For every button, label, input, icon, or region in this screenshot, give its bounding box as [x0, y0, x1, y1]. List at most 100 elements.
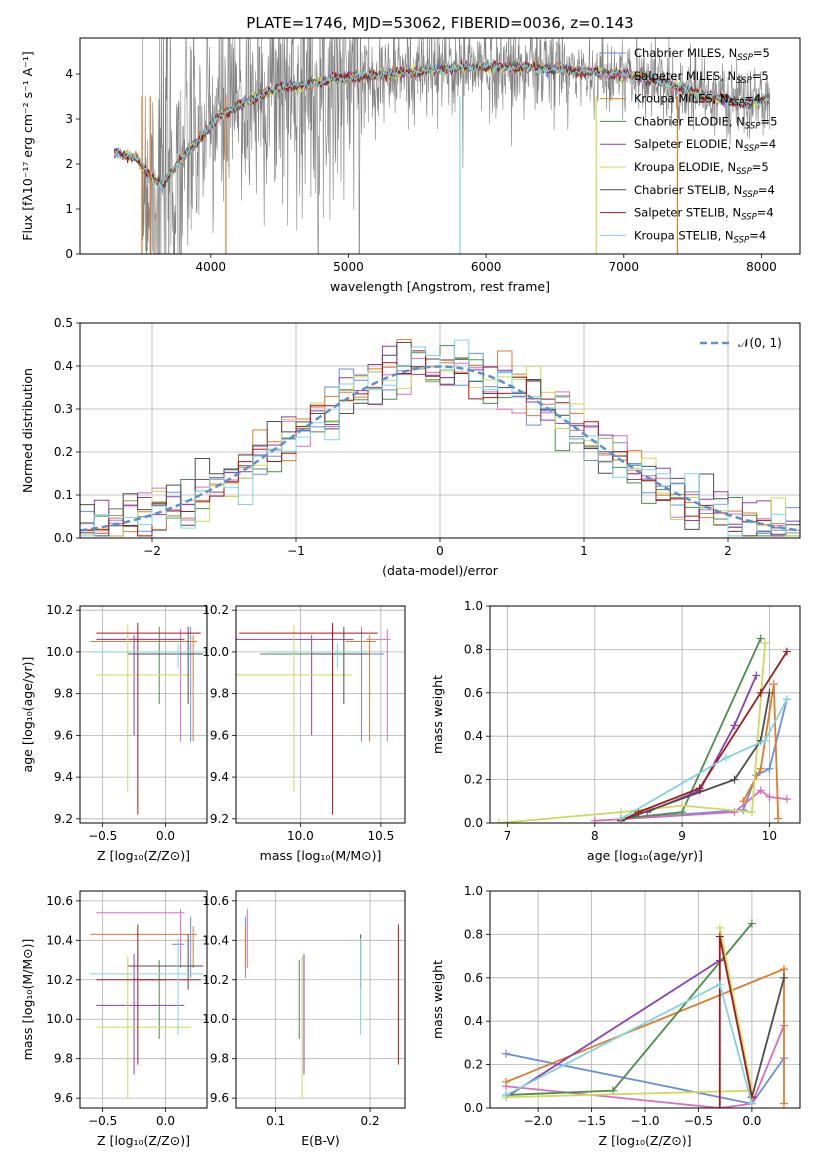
plot-area-weight-vs-age: [494, 634, 791, 823]
x-tick-label: 7: [504, 829, 512, 843]
weight-marker: [779, 965, 788, 974]
weight-marker: [747, 1099, 756, 1108]
x-tick-label: −1.5: [577, 1114, 606, 1128]
legend-nssp-value: 5: [761, 69, 768, 83]
legend-model: Chabrier ELODIE: [634, 114, 729, 128]
panel-age-vs-Z: −0.5 0.0 9.2 9.4 9.6 9.8 10.0 10.2 Z [log₁₀(Z/Z⊙…: [20, 603, 208, 863]
legend-model: Kroupa MILES: [634, 92, 713, 106]
weight-marker: [590, 816, 599, 823]
weight-marker: [730, 808, 739, 817]
weight-line: [718, 936, 753, 1108]
y-tick-label: 9.4: [210, 770, 229, 784]
weight-marker: [678, 801, 687, 810]
legend-entry: Chabrier STELIB, NSSP=4: [634, 183, 775, 200]
residual-histogram: [80, 339, 800, 537]
legend-nssp-sub: SSP: [734, 235, 750, 245]
legend-nssp-eq: =: [758, 183, 768, 197]
y-tick-label: 9.6: [54, 728, 73, 742]
x-tick-label: 9: [678, 829, 686, 843]
legend-entry: Salpeter STELIB, NSSP=4: [634, 206, 774, 223]
weight-line: [751, 977, 785, 1098]
data-spectrum: [141, 38, 770, 254]
y-tick-label: 4: [65, 67, 73, 81]
x-tick-label: 0: [436, 544, 444, 558]
model-spectrum: [113, 60, 770, 190]
x-tick-label: 0.0: [742, 1114, 761, 1128]
axes-frame: [79, 890, 208, 1109]
axes-frame: [235, 890, 406, 1109]
x-axis-label: (data-model)/error: [382, 563, 499, 578]
legend-nssp-prefix: , N: [713, 92, 729, 106]
y-axis-label: mass weight: [430, 960, 445, 1039]
panel-weight-vs-age: 7 8 9 10 0.0 0.2 0.4 0.6 0.8 1.0 age [log₁₀(age/yr…: [430, 599, 801, 863]
chart-title: PLATE=1746, MJD=53062, FIBERID=0036, z=0…: [246, 14, 633, 32]
legend-nssp-value: 4: [769, 137, 776, 151]
y-tick-label: 10.2: [46, 603, 73, 617]
axes-frame: [489, 890, 801, 1109]
x-tick-label: −0.5: [88, 1114, 117, 1128]
legend-model: Kroupa ELODIE: [634, 160, 720, 174]
y-tick-label: 0.2: [464, 773, 483, 787]
y-tick-label: 10.4: [202, 933, 229, 947]
legend-nssp-prefix: , N: [725, 206, 741, 220]
weight-marker: [739, 797, 748, 806]
legend-nssp-sub: SSP: [737, 53, 753, 63]
legend-nssp-eq: =: [760, 114, 770, 128]
x-tick-label: 8000: [746, 260, 777, 274]
x-axis-label: Z [log₁₀(Z/Z⊙)]: [97, 1133, 190, 1148]
x-axis-label: Z [log₁₀(Z/Z⊙)]: [97, 848, 190, 863]
x-axis-label: mass [log₁₀(M/M⊙)]: [260, 848, 382, 863]
x-tick-label: 7000: [609, 260, 640, 274]
legend-model: Salpeter ELODIE: [634, 137, 728, 151]
y-axis-label: Normed distribution: [20, 368, 35, 493]
y-tick-label: 0.4: [464, 1014, 483, 1028]
plot-area-age-vs-mass: [236, 622, 391, 815]
legend-nssp-sub: SSP: [742, 190, 758, 200]
weight-marker: [747, 808, 756, 817]
x-tick-label: −2.0: [524, 1114, 553, 1128]
x-tick-label: −1.0: [630, 1114, 659, 1128]
x-tick-label: 4000: [196, 260, 227, 274]
x-tick-label: −1: [287, 544, 305, 558]
weight-marker: [779, 1099, 788, 1108]
weight-marker: [747, 919, 756, 928]
y-tick-label: 10.0: [202, 645, 229, 659]
weight-marker: [779, 973, 788, 982]
y-tick-label: 9.4: [54, 770, 73, 784]
legend-nssp-prefix: , N: [720, 69, 736, 83]
legend-nssp-sub: SSP: [745, 121, 761, 131]
y-tick-label: 10.2: [202, 603, 229, 617]
y-tick-label: 1.0: [464, 884, 483, 898]
legend-model: Salpeter STELIB: [634, 206, 725, 220]
weight-marker: [756, 634, 765, 643]
weight-line: [505, 982, 753, 1104]
legend-nssp-eq: =: [752, 69, 762, 83]
x-tick-label: 0.2: [361, 1114, 380, 1128]
y-tick-label: 0.4: [54, 359, 73, 373]
weight-marker: [769, 680, 778, 689]
x-tick-label: −0.5: [88, 829, 117, 843]
weight-marker: [782, 647, 791, 656]
weight-marker: [782, 795, 791, 804]
legend-nssp-sub: SSP: [736, 76, 752, 86]
weight-marker: [721, 753, 730, 762]
plot-area-spectrum: [113, 38, 770, 254]
x-axis-label: age [log₁₀(age/yr)]: [587, 848, 703, 863]
x-tick-label: 0.1: [266, 1114, 285, 1128]
x-tick-label: −2: [143, 544, 161, 558]
legend-entry: Salpeter ELODIE, NSSP=4: [634, 137, 776, 154]
legend-model: Kroupa STELIB: [634, 228, 718, 242]
x-tick-label: −0.5: [684, 1114, 713, 1128]
y-tick-label: 10.2: [46, 973, 73, 987]
weight-line: [742, 683, 780, 819]
weight-marker: [695, 784, 704, 793]
weight-marker: [715, 932, 724, 941]
weight-marker: [502, 1049, 511, 1058]
legend-nssp-prefix: , N: [729, 114, 745, 128]
legend-nssp-sub: SSP: [741, 213, 757, 223]
legend-model: Chabrier MILES: [634, 46, 721, 60]
y-tick-label: 0.8: [464, 642, 483, 656]
y-tick-label: 0.1: [54, 488, 73, 502]
legend-nssp-prefix: , N: [721, 46, 737, 60]
y-tick-label: 0: [65, 247, 73, 261]
